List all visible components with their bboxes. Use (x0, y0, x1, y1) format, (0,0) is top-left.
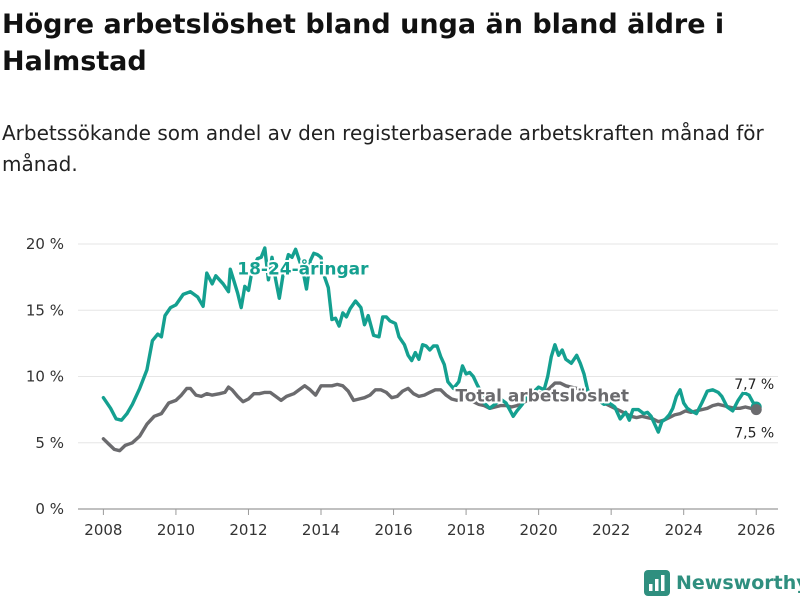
y-tick-label: 20 % (26, 235, 64, 253)
series-line-youth (101, 246, 758, 434)
series-label-total: Total arbetslöshet (455, 387, 629, 407)
x-tick-label: 2022 (592, 521, 630, 539)
y-tick-label: 5 % (35, 434, 64, 452)
x-tick-label: 2014 (302, 521, 340, 539)
x-tick-label: 2026 (737, 521, 775, 539)
y-tick-label: 0 % (35, 500, 64, 518)
x-tick-label: 2024 (665, 521, 703, 539)
brand-logo[interactable]: Newsworthy (644, 568, 800, 598)
end-value-label-youth: 7,7 % (734, 377, 774, 393)
brand-name: Newsworthy (676, 572, 800, 594)
x-tick-label: 2010 (157, 521, 195, 539)
x-tick-label: 2020 (520, 521, 558, 539)
x-tick-label: 2016 (374, 521, 412, 539)
end-value-label-total: 7,5 % (734, 426, 774, 442)
y-axis: 0 % 5 % 10 % 15 % 20 % (26, 235, 64, 518)
series-label-youth: 18-24-åringar (237, 257, 369, 279)
label-layer: 18-24-åringar Total arbetslöshet 7,7 % 7,5 … (235, 255, 776, 443)
y-tick-label: 15 % (26, 301, 64, 319)
series-layer (101, 246, 762, 453)
x-tick-label: 2008 (84, 521, 122, 539)
bar-chart-logo-icon (644, 570, 670, 596)
y-tick-label: 10 % (26, 368, 64, 386)
chart-subtitle: Arbetssökande som andel av den registerb… (2, 121, 764, 176)
series-line-total (101, 381, 758, 453)
page-title: Högre arbetslöshet bland unga än bland ä… (2, 9, 725, 77)
grid (78, 243, 778, 510)
x-tick-label: 2018 (447, 521, 485, 539)
x-axis: 2008 2010 2012 2014 2016 2018 2020 2022 2024 2026 (84, 509, 775, 539)
end-point-total (750, 404, 762, 416)
x-tick-label: 2012 (229, 521, 267, 539)
